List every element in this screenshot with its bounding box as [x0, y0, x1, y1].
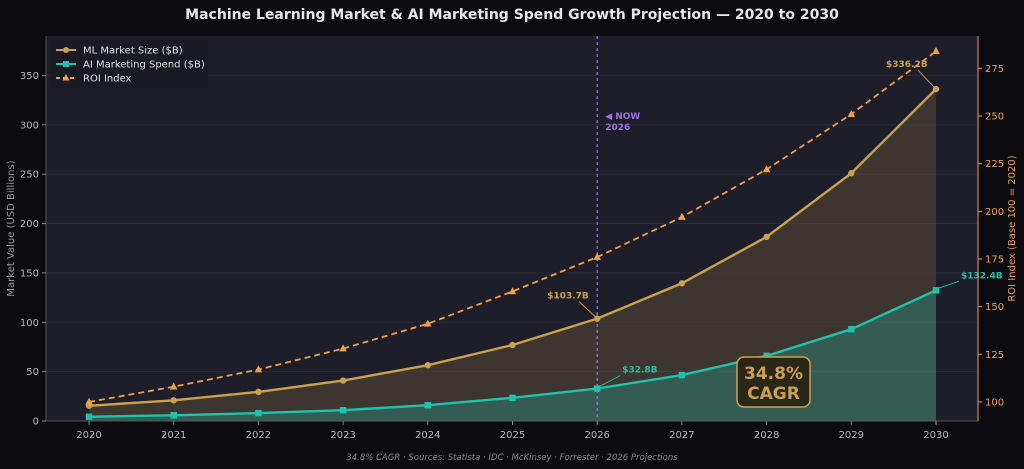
area-fill-series-0	[89, 89, 936, 421]
x-tick-label: 2020	[76, 430, 101, 441]
y-axis-label: Market Value (USD Billions)	[6, 160, 17, 296]
annotation-leader	[578, 301, 596, 317]
y2-tick-label: 150	[985, 302, 1004, 313]
point-series-1	[509, 394, 516, 402]
x-tick-label: 2021	[161, 430, 186, 441]
point-series-2	[762, 165, 771, 173]
legend-label: ML Market Size ($B)	[83, 46, 183, 57]
legend-box	[50, 40, 208, 88]
x-tick-label: 2030	[923, 430, 948, 441]
callout-value: 34.8%	[744, 364, 803, 384]
point-series-2	[932, 47, 940, 55]
point-series-0	[170, 397, 177, 404]
y2-tick-label: 225	[985, 159, 1004, 170]
legend-marker	[63, 47, 69, 53]
annotations: $336.2B $103.7B $132.4B $32.8B	[547, 60, 1003, 388]
callout-box	[736, 356, 811, 408]
y-tick-label: 300	[20, 120, 39, 131]
point-series-2	[254, 365, 263, 373]
annotation-label: $132.4B	[961, 271, 1003, 281]
y2-tick-label: 200	[985, 207, 1004, 218]
annotation-label: $336.2B	[886, 60, 928, 70]
series-line-2	[88, 50, 937, 403]
point-series-2	[339, 344, 347, 352]
legend-marker	[62, 74, 70, 81]
annotation-label: $103.7B	[547, 292, 589, 302]
point-series-2	[847, 109, 856, 117]
point-series-1	[678, 371, 686, 379]
now-label: ◀ NOW	[605, 112, 640, 122]
series-points	[85, 47, 940, 420]
point-series-1	[170, 412, 177, 419]
legend: ML Market Size ($B) AI Marketing Spend ($…	[50, 40, 208, 88]
y2-tick-label: 250	[985, 112, 1004, 123]
point-series-0	[509, 341, 516, 349]
point-series-2	[169, 382, 178, 390]
point-series-1	[339, 406, 347, 414]
x-tick-label: 2023	[330, 430, 355, 441]
x-tick-label: 2028	[754, 430, 779, 441]
y2-tick-label: 100	[985, 397, 1004, 408]
now-year-label: 2026	[605, 123, 630, 133]
x-tick-label: 2027	[669, 430, 694, 441]
chart-footnote: 34.8% CAGR · Sources: Statista · IDC · M…	[346, 453, 678, 463]
y2-tick-label: 275	[985, 64, 1004, 75]
x-tick-label: 2026	[584, 430, 609, 441]
x-tick-label: 2024	[415, 430, 440, 441]
point-series-0	[763, 233, 770, 241]
point-series-0	[339, 377, 347, 384]
point-series-1	[763, 352, 770, 360]
point-series-2	[678, 212, 686, 220]
chart-title: Machine Learning Market & AI Marketing S…	[185, 7, 839, 23]
point-series-1	[932, 287, 940, 294]
axes: 0 50 100 150 200 250 300 350 100 125 150 175 200 225 2…	[6, 36, 1018, 441]
point-series-0	[424, 362, 431, 369]
annotation-label: $32.8B	[622, 366, 657, 376]
point-series-1	[424, 402, 431, 409]
y-tick-label: 250	[20, 170, 39, 181]
y-tick-label: 50	[26, 367, 39, 378]
point-series-1	[255, 409, 262, 417]
point-series-1	[594, 385, 601, 392]
y-tick-label: 350	[20, 71, 39, 82]
y-tick-label: 200	[20, 219, 39, 230]
y-tick-label: 0	[33, 417, 39, 428]
legend-label: AI Marketing Spend ($B)	[83, 60, 205, 71]
area-fill-series-1	[89, 290, 936, 421]
point-series-0	[255, 388, 262, 396]
point-series-2	[85, 397, 93, 405]
point-series-2	[508, 287, 517, 295]
point-series-1	[85, 413, 93, 420]
cagr-callout: 34.8%CAGR	[736, 356, 811, 408]
annotation-leader	[598, 375, 621, 388]
annotation-leader	[917, 69, 935, 88]
x-tick-label: 2022	[246, 430, 271, 441]
area-fills	[89, 89, 936, 421]
x-tick-label: 2029	[839, 430, 864, 441]
point-series-1	[848, 325, 855, 333]
legend-marker	[63, 61, 69, 67]
callout-label: CAGR	[747, 384, 800, 404]
plot-area	[46, 36, 978, 421]
point-series-2	[424, 319, 432, 327]
y2-tick-label: 175	[985, 254, 1004, 265]
point-series-0	[594, 315, 601, 322]
point-series-0	[932, 85, 940, 93]
legend-label: ROI Index	[83, 74, 132, 85]
point-series-0	[848, 170, 855, 177]
y-tick-label: 100	[20, 318, 39, 329]
point-series-2	[593, 252, 601, 260]
y2-tick-label: 125	[985, 350, 1004, 361]
y-tick-label: 150	[20, 268, 39, 279]
y2-axis-label: ROI Index (Base 100 = 2020)	[1007, 155, 1018, 301]
annotation-leader	[937, 280, 960, 289]
point-series-0	[678, 280, 686, 287]
x-tick-label: 2025	[500, 430, 525, 441]
